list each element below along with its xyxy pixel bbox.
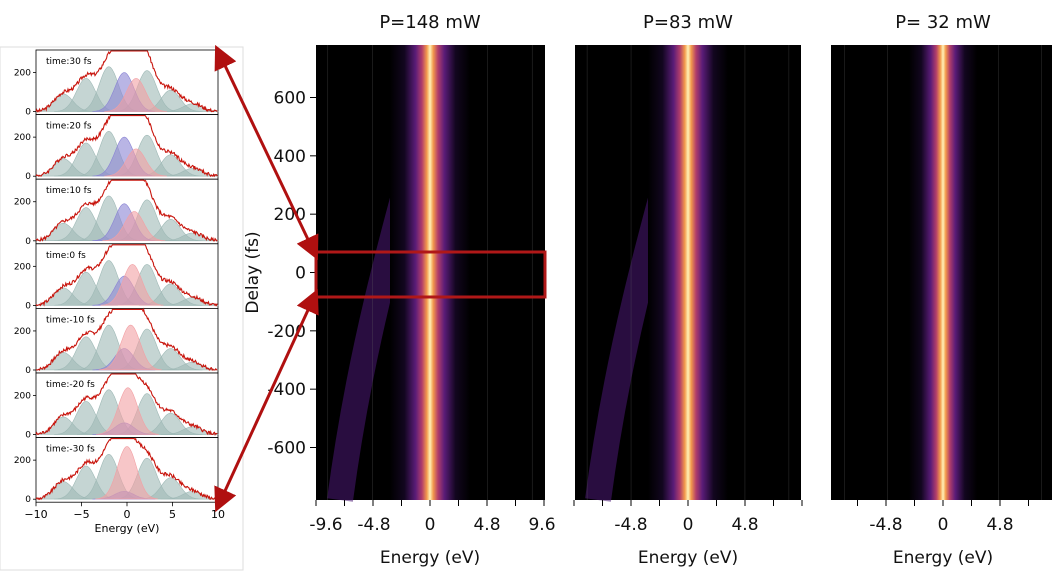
spectrum-row: time:-30 fs 0 200	[14, 437, 219, 505]
spectrum-row: time:10 fs 0 200	[14, 178, 219, 247]
y-tick-label: 200	[14, 327, 31, 337]
highlight-box	[314, 250, 547, 299]
x-tick-label: 5	[169, 508, 176, 521]
y-tick-label: 200	[14, 133, 31, 143]
spectrum-row: time:-20 fs 0 200	[14, 372, 219, 441]
spectrum-row: time:30 fs 0 200	[14, 49, 219, 118]
x-tick-label: 0	[425, 515, 436, 535]
x-tick-label: −5	[73, 508, 89, 521]
x-tick-label: −10	[24, 508, 47, 521]
y-tick-label: 200	[14, 69, 31, 79]
x-axis-label: Energy (eV)	[893, 548, 993, 568]
spectrum-time-label: time:20 fs	[46, 122, 92, 132]
gaussian-component	[100, 264, 164, 306]
gaussian-component	[98, 324, 162, 371]
heatmap-central-band	[390, 45, 470, 500]
y-tick-label: 0	[25, 172, 31, 182]
spectrum-time-label: time:30 fs	[46, 57, 92, 67]
gaussian-component	[95, 446, 158, 500]
y-tick-label: 0	[25, 108, 31, 118]
x-tick-label: -4.8	[869, 515, 902, 535]
heatmap-panel: P=148 mW -9.6 -4.8 0 4.8 9.6 Energy (eV) 600 400…	[243, 12, 556, 568]
heatmap-panel: P= 32 mW -4.8 0 4.8 Energy (eV)	[831, 12, 1052, 568]
x-tick-label: 0	[124, 508, 131, 521]
spectrum-time-label: time:-10 fs	[46, 315, 95, 325]
spectrum-time-label: time:0 fs	[46, 251, 86, 261]
spectrum-line	[35, 437, 218, 501]
x-tick-label: 4.8	[731, 515, 758, 535]
gaussian-component	[102, 211, 166, 241]
x-tick-label: 4.8	[473, 515, 500, 535]
y-tick-label: 0	[25, 301, 31, 311]
spectrum-line	[35, 115, 218, 178]
x-tick-label: 10	[211, 508, 225, 521]
y-axis-label: Delay (fs)	[243, 231, 263, 313]
spectrum-line	[35, 50, 218, 113]
x-axis-label: Energy (eV)	[95, 522, 160, 535]
heatmap-title: P= 32 mW	[895, 12, 991, 33]
y-tick-label: -600	[267, 439, 306, 459]
heatmap-title: P=148 mW	[379, 12, 481, 33]
spectrum-time-label: time:-20 fs	[46, 380, 95, 390]
y-tick-label: 0	[295, 264, 306, 284]
x-axis-label: Energy (eV)	[380, 548, 480, 568]
y-tick-label: 200	[14, 456, 31, 466]
x-axis-label: Energy (eV)	[638, 548, 738, 568]
x-tick-label: 0	[938, 515, 949, 535]
gaussian-component	[104, 148, 168, 177]
y-tick-label: 0	[25, 237, 31, 247]
spectrum-time-label: time:-30 fs	[46, 445, 95, 455]
y-tick-label: 400	[274, 147, 306, 167]
spectrum-time-label: time:10 fs	[46, 186, 92, 196]
spectrum-line	[35, 307, 218, 372]
gaussian-component	[160, 168, 219, 177]
spectrum-row: time:0 fs 0 200	[14, 243, 219, 311]
x-tick-label: 4.8	[986, 515, 1013, 535]
y-tick-label: 0	[25, 431, 31, 441]
spectrum-row: time:20 fs 0 200	[14, 114, 219, 182]
spectra-stack: time:30 fs 0 200 time:20 fs 0 200 time:10 fs 0 2…	[14, 49, 225, 535]
spectrum-line	[35, 244, 218, 307]
gaussian-component	[104, 78, 168, 112]
heatmap-central-band	[648, 45, 728, 500]
heatmap-central-band	[909, 45, 977, 500]
x-tick-label: -9.6	[309, 515, 342, 535]
heatmap-panel: P=83 mW -4.8 0 4.8 Energy (eV)	[573, 12, 803, 568]
x-tick-label: 0	[683, 515, 694, 535]
y-tick-label: 200	[14, 198, 31, 208]
y-tick-label: 600	[274, 89, 306, 109]
spectrum-line	[35, 373, 218, 436]
heatmap-title: P=83 mW	[643, 12, 733, 33]
x-tick-label: 9.6	[528, 515, 555, 535]
y-tick-label: 0	[25, 495, 31, 505]
arrow-to-top-spectrum	[214, 44, 319, 261]
x-tick-label: -4.8	[357, 515, 390, 535]
heatmap-panels: P=148 mW -9.6 -4.8 0 4.8 9.6 Energy (eV) 600 400…	[243, 12, 1052, 568]
x-tick-label: -4.8	[614, 515, 647, 535]
gaussian-component	[96, 387, 159, 435]
y-tick-label: 200	[14, 262, 31, 272]
y-tick-label: 200	[14, 392, 31, 402]
spectrum-line	[35, 179, 218, 242]
arrow-to-bottom-spectrum	[214, 288, 319, 513]
spectrum-row: time:-10 fs 0 200	[14, 307, 219, 376]
y-tick-label: 0	[25, 366, 31, 376]
